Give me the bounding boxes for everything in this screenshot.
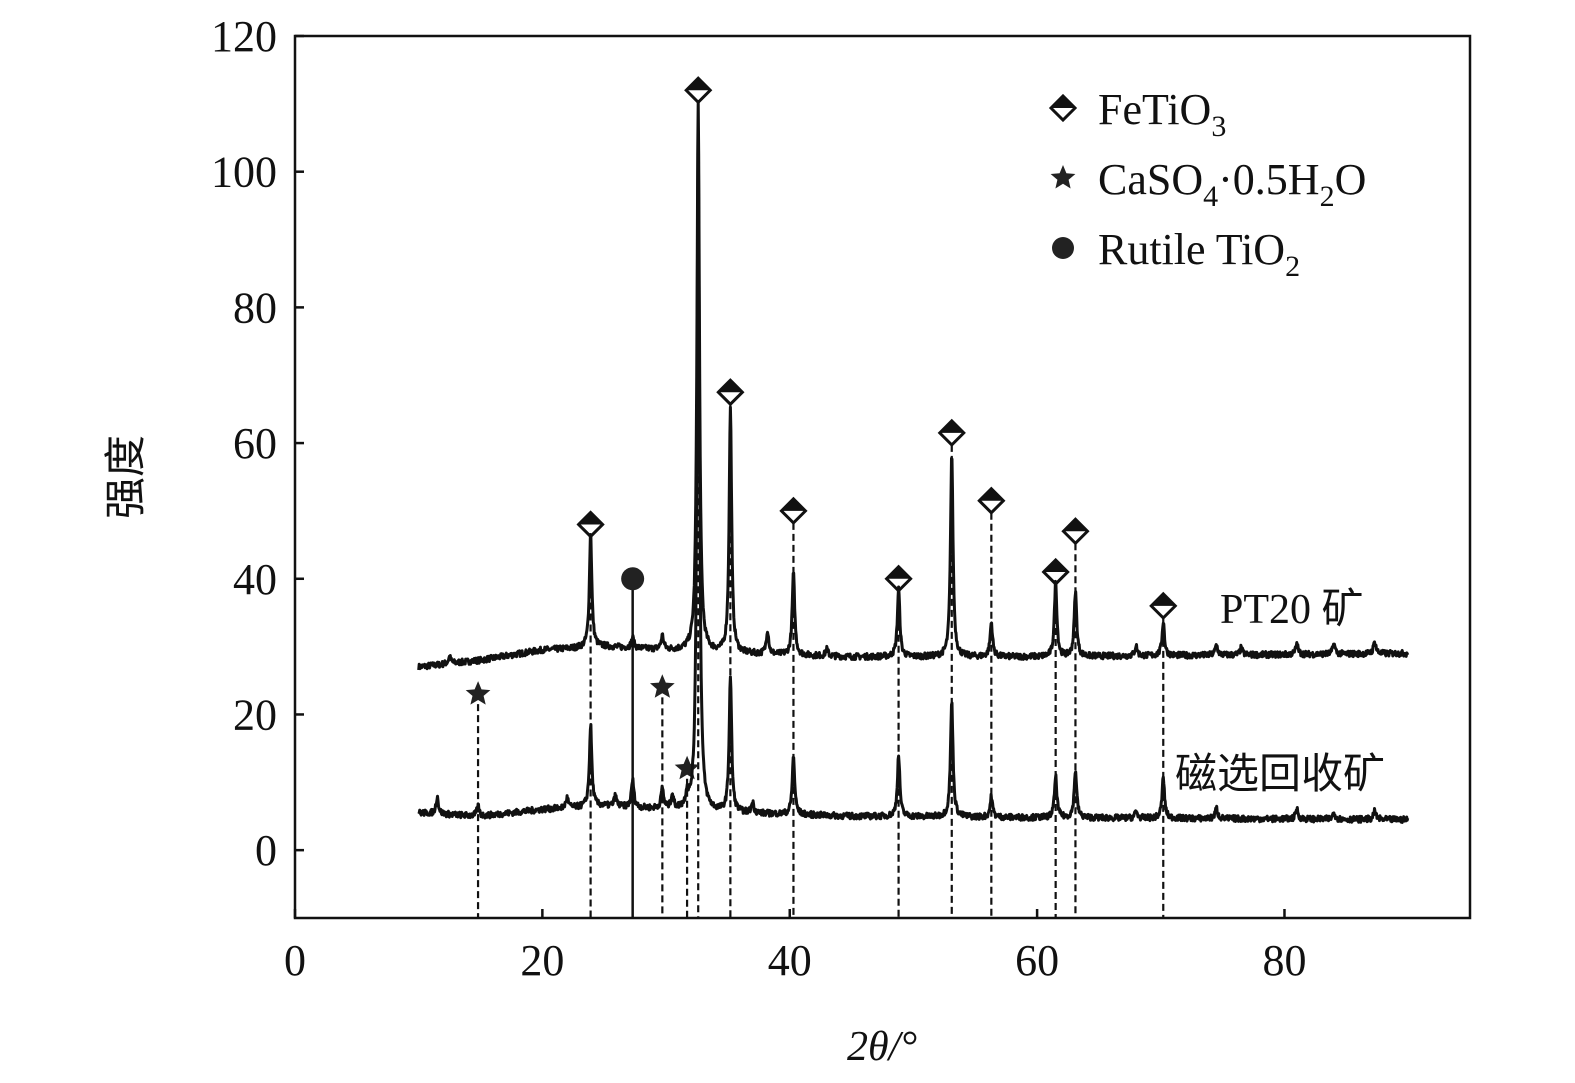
x-tick-label: 80 — [1262, 936, 1306, 985]
y-axis-label: 强度 — [104, 435, 150, 519]
x-tick-label: 60 — [1015, 936, 1059, 985]
fetio3-marker — [1041, 557, 1070, 587]
diamond-bottom — [690, 92, 707, 98]
y-tick-label: 100 — [211, 148, 277, 197]
diamond-outline — [977, 486, 1006, 515]
diamond-outline — [779, 496, 808, 526]
legend-subscript: 2 — [1320, 180, 1335, 213]
diamond-top — [1051, 96, 1075, 108]
y-tick-label: 60 — [233, 419, 277, 468]
legend-label: CaSO4·0.5H2O — [1098, 155, 1366, 213]
diamond-bottom — [1067, 533, 1084, 539]
x-tick-label: 40 — [768, 936, 812, 985]
diamond-top — [781, 498, 806, 511]
x-axis-label: 2θ/° — [847, 1024, 917, 1070]
legend-star-icon — [1050, 165, 1076, 189]
legend-subscript: 4 — [1203, 180, 1218, 213]
fetio3-marker — [1149, 591, 1178, 621]
series-line-0 — [417, 100, 1410, 671]
legend-diamond-icon — [1048, 93, 1078, 123]
axes: 0 20 40 60 80 0 20 40 60 80 100 120 — [211, 12, 1306, 985]
diamond-top — [886, 566, 911, 579]
legend-text: CaSO — [1098, 155, 1203, 204]
diamond-bottom — [983, 502, 1000, 508]
diamond-top — [1063, 519, 1088, 532]
caso4-marker — [465, 681, 491, 705]
legend-text: O — [1335, 155, 1367, 204]
diamond-outline — [684, 76, 713, 105]
diamond-bottom — [943, 434, 960, 440]
y-tick-label: 20 — [233, 690, 277, 739]
caso4-marker — [650, 674, 675, 698]
diamond-bottom — [1155, 607, 1172, 613]
curve-label-pt20: PT20 矿 — [1220, 587, 1364, 633]
legend-subscript: 3 — [1211, 110, 1226, 143]
fetio3-marker — [1061, 517, 1090, 546]
diamond-top — [1151, 593, 1176, 606]
diamond-bottom — [1047, 573, 1064, 579]
series-line-1 — [417, 130, 1410, 824]
diamond-outline — [576, 510, 605, 539]
diamond-bottom — [785, 512, 802, 518]
fetio3-marker — [937, 418, 966, 448]
legend-label: Rutile TiO2 — [1098, 225, 1300, 283]
fetio3-marker — [716, 378, 745, 407]
y-tick-label: 120 — [211, 12, 277, 61]
phase-annotations — [465, 76, 1178, 918]
fetio3-marker — [977, 486, 1006, 515]
diamond-outline — [1061, 517, 1090, 546]
legend-circle-icon — [1052, 237, 1074, 259]
legend-subscript: 2 — [1285, 250, 1300, 283]
x-tick-label: 20 — [520, 936, 564, 985]
fetio3-marker — [884, 564, 913, 593]
diamond-bottom — [1055, 110, 1071, 115]
diamond-outline — [937, 418, 966, 448]
fetio3-marker — [779, 496, 808, 526]
legend-text: ·0.5H — [1218, 155, 1319, 204]
rutile-marker — [621, 567, 645, 591]
diamond-outline — [1041, 557, 1070, 587]
diamond-top — [939, 420, 964, 433]
diamond-bottom — [890, 580, 907, 586]
diamond-top — [718, 380, 743, 393]
legend-label: FeTiO3 — [1098, 85, 1226, 143]
y-tick-label: 0 — [255, 826, 277, 875]
legend-text: FeTiO — [1098, 85, 1211, 134]
diamond-top — [578, 512, 603, 525]
curve-label-magnetic: 磁选回收矿 — [1175, 752, 1385, 798]
fetio3-marker — [684, 76, 713, 105]
diamond-outline — [1149, 591, 1178, 621]
diamond-top — [979, 488, 1004, 501]
diamond-outline — [1048, 93, 1078, 123]
diamond-bottom — [582, 526, 599, 532]
plot-frame — [293, 34, 1472, 920]
diamond-top — [686, 78, 711, 91]
diamond-top — [1043, 559, 1068, 572]
legend-text: Rutile TiO — [1098, 225, 1285, 274]
diamond-outline — [716, 378, 745, 407]
y-tick-label: 40 — [233, 555, 277, 604]
xrd-curves — [417, 100, 1410, 824]
diamond-bottom — [722, 394, 739, 400]
diamond-outline — [884, 564, 913, 593]
y-tick-label: 80 — [233, 283, 277, 332]
caso4-marker — [674, 755, 700, 780]
x-tick-label: 0 — [284, 936, 306, 985]
fetio3-marker — [576, 510, 605, 539]
